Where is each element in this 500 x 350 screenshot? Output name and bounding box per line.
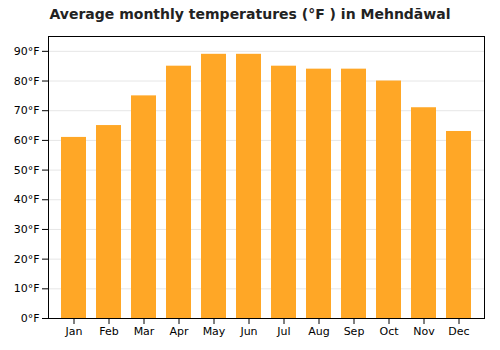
html-text:Average monthly temperatures (: Average monthly temperatures (°F ) in Me… — [49, 6, 451, 22]
svg-text:Sep: Sep — [344, 325, 365, 338]
svg-text:30°F: 30°F — [14, 223, 40, 236]
svg-text:70°F: 70°F — [14, 104, 40, 117]
svg-text:80°F: 80°F — [14, 75, 40, 88]
svg-text:40°F: 40°F — [14, 193, 40, 206]
svg-text:20°F: 20°F — [14, 253, 40, 266]
svg-text:Nov: Nov — [413, 325, 435, 338]
svg-text:Oct: Oct — [379, 325, 399, 338]
svg-text:Aug: Aug — [308, 325, 329, 338]
svg-text:10°F: 10°F — [14, 282, 40, 295]
svg-text:Jun: Jun — [239, 325, 257, 338]
svg-text:Jan: Jan — [65, 325, 83, 338]
svg-text:0°F: 0°F — [21, 312, 40, 325]
svg-text:60°F: 60°F — [14, 134, 40, 147]
svg-text:Feb: Feb — [99, 325, 118, 338]
svg-text:Jul: Jul — [276, 325, 290, 338]
svg-text:Mar: Mar — [134, 325, 155, 338]
svg-text:Dec: Dec — [448, 325, 469, 338]
svg-text:Apr: Apr — [169, 325, 189, 338]
svg-text:50°F: 50°F — [14, 164, 40, 177]
svg-text:90°F: 90°F — [14, 45, 40, 58]
svg-text:May: May — [203, 325, 226, 338]
